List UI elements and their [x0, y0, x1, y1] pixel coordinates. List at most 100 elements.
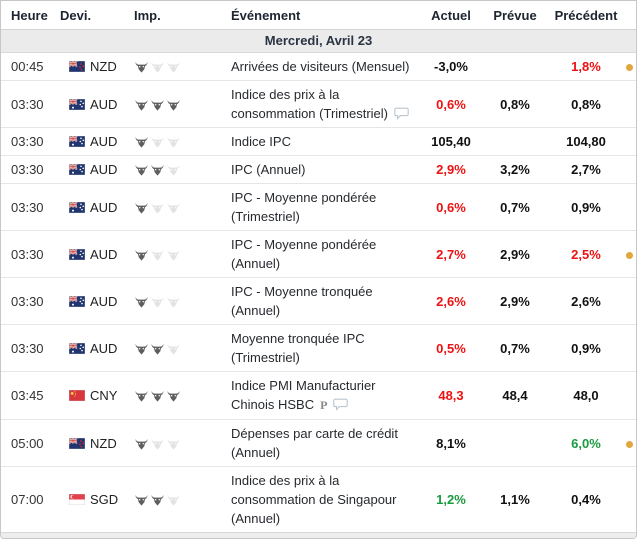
event-name[interactable]: Indice des prix à la consommation de Sin…	[215, 467, 421, 533]
currency-cell: AUD	[57, 128, 127, 156]
event-label: Dépenses par carte de crédit (Annuel)	[231, 426, 398, 460]
event-label: Indice des prix à la consommation de Sin…	[231, 473, 397, 526]
currency-cell: CNY	[57, 372, 127, 420]
importance-bulls	[127, 325, 215, 372]
event-time: 03:30	[11, 340, 44, 356]
event-name[interactable]: IPC (Annuel)	[215, 156, 421, 184]
table-row[interactable]: 07:00 SGD Indice des prix à la consommat…	[1, 466, 636, 533]
alert-dot-cell	[623, 420, 636, 467]
event-label: IPC - Moyenne pondérée (Trimestriel)	[231, 190, 377, 224]
event-time: 03:30	[11, 96, 44, 112]
column-header-time: Heure	[1, 1, 57, 30]
importance-bulls	[127, 53, 215, 81]
importance-bulls	[127, 467, 215, 533]
currency-code: CNY	[90, 388, 118, 403]
comments-bubble-icon[interactable]	[394, 107, 409, 120]
event-name[interactable]: Indice IPC	[215, 128, 421, 156]
event-name[interactable]: Arrivées de visiteurs (Mensuel)	[215, 53, 421, 81]
currency-code: AUD	[90, 134, 118, 149]
forecast-value: 3,2%	[500, 162, 530, 177]
importance-bulls	[127, 278, 215, 325]
currency-code: AUD	[90, 96, 118, 112]
importance-bulls	[127, 372, 215, 420]
currency-flag-icon	[68, 60, 86, 73]
event-label: IPC - Moyenne tronquée (Annuel)	[231, 284, 373, 318]
event-name[interactable]: IPC - Moyenne pondérée (Annuel)	[215, 231, 421, 278]
previous-value: 2,7%	[571, 162, 601, 177]
alert-dot-cell	[623, 81, 636, 128]
date-separator-row: Mercredi, Avril 23	[1, 29, 636, 53]
event-name[interactable]: Indice des prix à la consommation (Trime…	[215, 81, 421, 128]
forecast-value: 0,7%	[500, 340, 530, 356]
actual-value: 0,6%	[436, 96, 466, 112]
column-header-event: Événement	[215, 1, 421, 30]
actual-value: -3,0%	[434, 59, 468, 74]
forecast-value	[481, 53, 549, 81]
table-footer-strip	[1, 532, 636, 538]
column-header-importance: Imp.	[127, 1, 215, 30]
alert-dot-cell	[623, 128, 636, 156]
currency-flag-icon	[68, 97, 86, 110]
column-header-currency: Devi.	[57, 1, 127, 30]
currency-flag-icon	[68, 247, 86, 260]
table-row[interactable]: 03:30 AUD IPC - Moyenne tronquée (Annuel…	[1, 277, 636, 325]
currency-code: NZD	[90, 435, 117, 451]
table-row[interactable]: 03:30 AUD Indice des prix à la consommat…	[1, 80, 636, 128]
currency-cell: AUD	[57, 156, 127, 184]
importance-bulls	[127, 156, 215, 184]
event-name[interactable]: Moyenne tronquée IPC (Trimestriel)	[215, 325, 421, 372]
table-row[interactable]: 05:00 NZD Dépenses par carte de crédit (…	[1, 419, 636, 467]
alert-dot-cell	[623, 231, 636, 278]
currency-flag-icon	[68, 341, 86, 354]
event-time: 03:30	[11, 162, 44, 177]
table-row[interactable]: 03:30 AUD IPC (Annuel) 2,9% 3,2% 2,7%	[1, 155, 636, 184]
previous-value: 1,8%	[571, 59, 601, 74]
alert-dot-cell	[623, 53, 636, 81]
currency-code: AUD	[90, 199, 118, 215]
event-name[interactable]: Indice PMI Manufacturier Chinois HSBC P	[215, 372, 421, 420]
alert-dot-cell	[623, 372, 636, 420]
event-time: 00:45	[11, 59, 44, 74]
calendar-body: Mercredi, Avril 23 00:45 NZD Arrivées de…	[1, 29, 636, 533]
table-row[interactable]: 03:45 CNY Indice PMI Manufacturier Chino…	[1, 371, 636, 420]
table-row[interactable]: 03:30 AUD IPC - Moyenne pondérée (Trimes…	[1, 183, 636, 231]
event-label: IPC (Annuel)	[231, 162, 306, 177]
forecast-value: 1,1%	[500, 492, 530, 507]
alert-dot	[626, 440, 633, 448]
currency-cell: NZD	[57, 53, 127, 81]
currency-flag-icon	[68, 135, 86, 148]
event-label: IPC - Moyenne pondérée (Annuel)	[231, 237, 377, 271]
actual-value: 2,9%	[436, 162, 466, 177]
currency-flag-icon	[68, 389, 86, 402]
table-row[interactable]: 03:30 AUD IPC - Moyenne pondérée (Annuel…	[1, 230, 636, 278]
event-time: 03:30	[11, 134, 44, 149]
event-label: Indice IPC	[231, 134, 291, 149]
event-time: 07:00	[11, 492, 44, 507]
event-label: Arrivées de visiteurs (Mensuel)	[231, 59, 410, 74]
currency-flag-icon	[68, 200, 86, 213]
table-row[interactable]: 00:45 NZD Arrivées de visiteurs (Mensuel…	[1, 52, 636, 81]
forecast-value	[481, 128, 549, 156]
currency-cell: NZD	[57, 420, 127, 467]
previous-value: 0,4%	[571, 492, 601, 507]
alert-dot-cell	[623, 184, 636, 231]
event-name[interactable]: IPC - Moyenne pondérée (Trimestriel)	[215, 184, 421, 231]
table-row[interactable]: 03:30 AUD Indice IPC 105,40 104,80	[1, 127, 636, 156]
previous-value: 0,8%	[571, 96, 601, 112]
alert-dot-cell	[623, 467, 636, 533]
column-header-actual: Actuel	[421, 1, 481, 30]
table-row[interactable]: 03:30 AUD Moyenne tronquée IPC (Trimestr…	[1, 324, 636, 372]
preliminary-report-icon: P	[320, 398, 328, 412]
actual-value: 2,7%	[436, 246, 466, 262]
column-header-forecast: Prévue	[481, 1, 549, 30]
comments-bubble-icon[interactable]	[333, 398, 349, 411]
event-name[interactable]: Dépenses par carte de crédit (Annuel)	[215, 420, 421, 467]
forecast-value: 0,7%	[500, 199, 530, 215]
alert-dot	[626, 251, 633, 259]
actual-value: 0,6%	[436, 199, 466, 215]
event-name[interactable]: IPC - Moyenne tronquée (Annuel)	[215, 278, 421, 325]
currency-cell: AUD	[57, 278, 127, 325]
currency-cell: SGD	[57, 467, 127, 533]
